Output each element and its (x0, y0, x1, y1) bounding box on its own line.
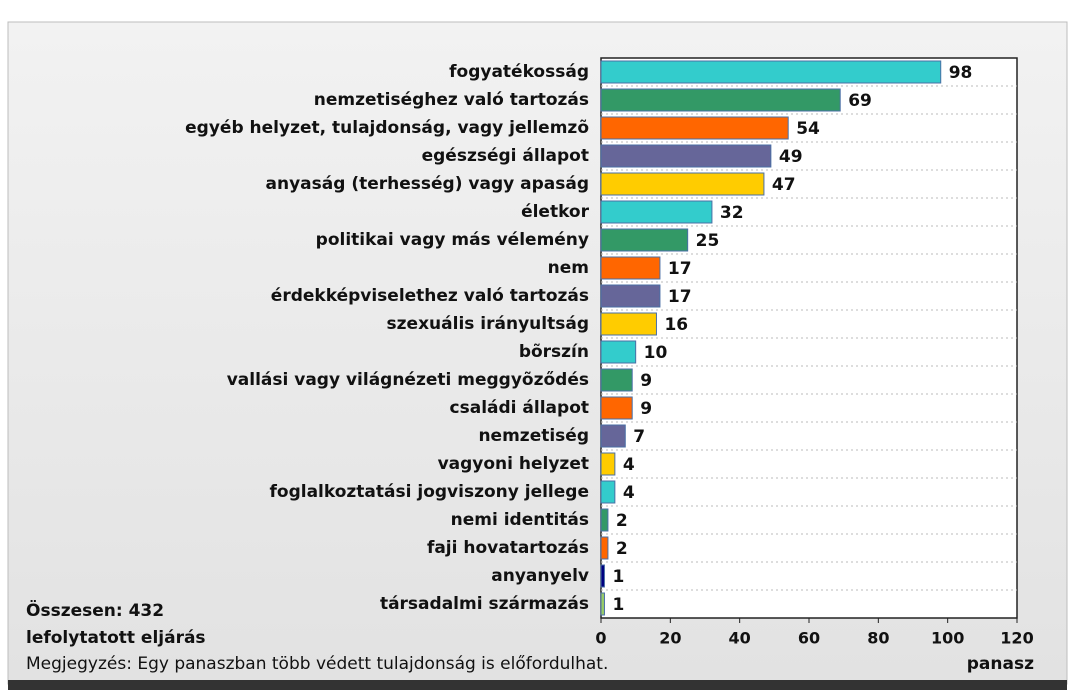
bar (600, 480, 616, 504)
bar (600, 200, 713, 224)
bar (600, 60, 942, 84)
data-label: 17 (668, 287, 692, 307)
data-label: 54 (796, 119, 820, 139)
bar (600, 144, 772, 168)
y-tick-label: családi állapot (450, 398, 589, 418)
data-label: 1 (612, 567, 624, 587)
y-tick-label: anyanyelv (491, 566, 589, 586)
bar (600, 228, 689, 252)
y-tick-label: nemi identitás (451, 510, 589, 530)
bar (600, 396, 633, 420)
bar (600, 564, 605, 588)
data-label: 9 (640, 371, 652, 391)
x-tick-label: 0 (595, 629, 606, 648)
y-tick-label: vagyoni helyzet (438, 454, 589, 474)
data-label: 47 (772, 175, 796, 195)
x-tick-label: 80 (867, 629, 889, 648)
y-tick-label: nem (548, 258, 589, 278)
y-tick-label: foglalkoztatási jogviszony jellege (270, 482, 589, 502)
data-label: 25 (696, 231, 720, 251)
bar (600, 368, 633, 392)
y-tick-label: egészségi állapot (422, 146, 589, 166)
y-tick-label: nemzetiség (478, 426, 589, 446)
note: Megjegyzés: Egy panaszban több védett tu… (26, 654, 608, 674)
data-label: 10 (644, 343, 668, 363)
y-tick-label: szexuális irányultság (387, 314, 589, 334)
data-label: 17 (668, 259, 692, 279)
bar (600, 88, 841, 112)
bar (600, 172, 765, 196)
bar (600, 284, 661, 308)
data-label: 4 (623, 455, 635, 475)
y-tick-label: fogyatékosság (449, 62, 589, 82)
y-tick-label: politikai vagy más vélemény (316, 230, 589, 250)
bar (600, 452, 616, 476)
data-label: 9 (640, 399, 652, 419)
data-label: 4 (623, 483, 635, 503)
x-tick-label: 20 (659, 629, 681, 648)
y-tick-label: anyaság (terhesség) vagy apaság (266, 174, 589, 194)
data-label: 69 (848, 91, 872, 111)
bar (600, 508, 609, 532)
data-label: 2 (616, 539, 628, 559)
y-tick-label: vallási vagy világnézeti meggyõződés (227, 370, 589, 390)
x-tick-label: 60 (798, 629, 820, 648)
y-tick-label: életkor (521, 202, 590, 222)
data-label: 1 (612, 595, 624, 615)
total-label: lefolytatott eljárás (26, 628, 206, 648)
data-label: 2 (616, 511, 628, 531)
bar (600, 424, 626, 448)
bar (600, 536, 609, 560)
y-tick-label: társadalmi származás (380, 594, 589, 614)
x-tick-label: 100 (931, 629, 964, 648)
total: Összesen: 432 (26, 599, 164, 621)
x-axis-label: panasz (967, 654, 1034, 674)
bar (600, 592, 605, 616)
bar (600, 256, 661, 280)
data-label: 49 (779, 147, 803, 167)
y-tick-label: nemzetiséghez való tartozás (314, 90, 589, 110)
bar (600, 340, 637, 364)
y-tick-label: érdekképviselethez való tartozás (271, 286, 589, 306)
y-tick-label: egyéb helyzet, tulajdonság, vagy jellemz… (185, 118, 589, 138)
data-label: 7 (633, 427, 645, 447)
bar (600, 116, 789, 140)
plot-area (600, 57, 1018, 619)
y-tick-label: bõrszín (519, 342, 589, 362)
bottom-bar (8, 680, 1067, 690)
y-tick-label: faji hovatartozás (427, 538, 589, 558)
data-label: 32 (720, 203, 744, 223)
data-label: 16 (664, 315, 688, 335)
x-tick-label: 40 (729, 629, 751, 648)
data-label: 98 (949, 63, 973, 83)
x-tick-label: 120 (1000, 629, 1033, 648)
bar (600, 312, 657, 336)
